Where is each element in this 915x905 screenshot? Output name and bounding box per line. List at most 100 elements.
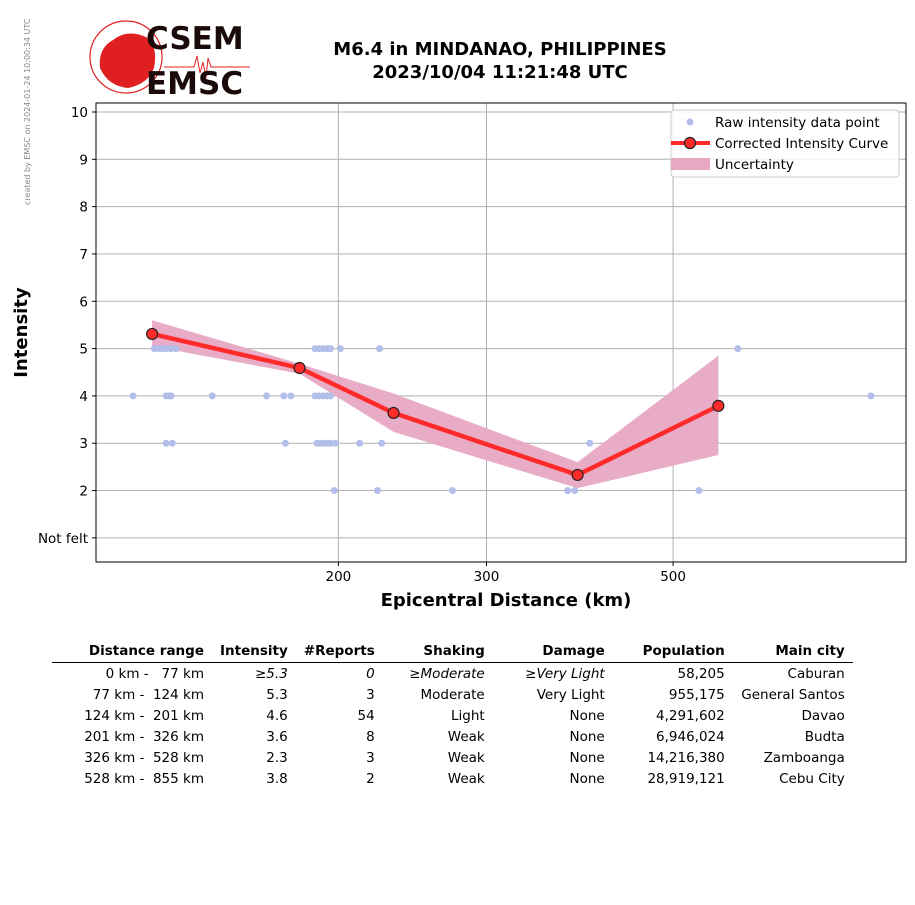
- table-cell: Very Light: [536, 686, 605, 703]
- emsc-logo: CSEM EMSC: [89, 20, 250, 100]
- column-header: #Reports: [295, 640, 383, 663]
- raw-data-point: [586, 439, 594, 447]
- table-cell: None: [569, 749, 605, 766]
- table-row: 201 km - 326 km 3.6 8 Weak None 6,946,024 Budt…: [52, 726, 853, 747]
- table-cell: None: [569, 728, 605, 745]
- legend-label: Corrected Intensity Curve: [715, 136, 888, 152]
- table-cell: 8: [366, 728, 375, 745]
- table-cell: 326 km - 528 km: [84, 749, 204, 766]
- x-tick-label: 300: [474, 569, 500, 585]
- intensity-chart: Not felt 2 3 4 5 6 7 8 9 10 200 300 500 Epicentral Di…: [11, 102, 907, 611]
- legend-label: Uncertainty: [715, 157, 794, 173]
- raw-data-point: [356, 439, 364, 447]
- column-header: Distance range: [52, 640, 212, 663]
- table-cell: Moderate: [420, 686, 485, 703]
- y-tick-label: 5: [79, 342, 88, 358]
- table-cell: None: [569, 770, 605, 787]
- x-tick-label: 200: [326, 569, 352, 585]
- table-cell: Weak: [447, 770, 485, 787]
- legend-band-swatch: [671, 158, 710, 170]
- raw-data-point: [150, 345, 158, 353]
- raw-data-point: [326, 345, 334, 353]
- table-cell: Cebu City: [779, 770, 845, 787]
- table-row: 528 km - 855 km 3.8 2 Weak None 28,919,121 Ceb…: [52, 768, 853, 789]
- table-cell: 28,919,121: [647, 770, 725, 787]
- table-cell: 54: [357, 707, 375, 724]
- svg-text:CSEM: CSEM: [146, 21, 244, 57]
- raw-data-point: [167, 345, 175, 353]
- table-cell: None: [569, 707, 605, 724]
- svg-text:EMSC: EMSC: [146, 66, 243, 100]
- curve-point: [712, 399, 725, 412]
- table-cell: ≥Moderate: [409, 665, 485, 682]
- table-cell: 3: [366, 749, 375, 766]
- europe-map-icon: [99, 33, 156, 88]
- y-axis-label: Intensity: [11, 287, 32, 378]
- chart-title: M6.4 in MINDANAO, PHILIPPINES 2023/10/04…: [300, 38, 700, 84]
- y-tick-label: 3: [79, 436, 88, 452]
- intensity-table: Distance range Intensity #Reports Shaking Da…: [52, 640, 853, 789]
- column-header: Damage: [492, 640, 613, 663]
- column-header: Intensity: [212, 640, 296, 663]
- table-cell: Light: [451, 707, 485, 724]
- raw-data-point: [208, 392, 216, 400]
- raw-data-point: [162, 345, 170, 353]
- raw-data-point: [280, 392, 288, 400]
- legend-label: Raw intensity data point: [715, 115, 880, 131]
- table-cell: Weak: [447, 749, 485, 766]
- plot-frame: [95, 102, 907, 563]
- table-cell: 2: [366, 770, 375, 787]
- title-datetime: 2023/10/04 11:21:48 UTC: [372, 62, 628, 83]
- raw-data-point: [326, 439, 334, 447]
- raw-data-point: [734, 345, 742, 353]
- column-header: Shaking: [382, 640, 493, 663]
- raw-data-point: [695, 487, 703, 495]
- raw-data-point: [867, 392, 875, 400]
- raw-data-point: [336, 345, 344, 353]
- curve-point: [387, 406, 400, 420]
- raw-data-point: [287, 392, 295, 400]
- table-cell: 4,291,602: [656, 707, 725, 724]
- raw-data-point: [331, 439, 339, 447]
- table-cell: 0: [366, 665, 375, 682]
- table-cell: 4.6: [266, 707, 288, 724]
- y-tick-label: Not felt: [38, 531, 88, 547]
- table-cell: ≥Very Light: [525, 665, 605, 682]
- table-cell: 124 km - 201 km: [84, 707, 204, 724]
- y-tick-label: 2: [79, 484, 88, 500]
- legend-raw-marker: [686, 118, 694, 126]
- y-tick-label: 8: [79, 200, 88, 216]
- table-cell: 77 km - 124 km: [92, 686, 204, 703]
- raw-data-point: [168, 439, 176, 447]
- raw-data-point: [263, 392, 271, 400]
- y-tick-label: 9: [79, 152, 88, 168]
- table-cell: 3: [366, 686, 375, 703]
- raw-data-point: [448, 487, 456, 495]
- raw-data-point: [564, 487, 572, 495]
- table-cell: 201 km - 326 km: [84, 728, 204, 745]
- table-cell: Weak: [447, 728, 485, 745]
- title-event: M6.4 in MINDANAO, PHILIPPINES: [333, 39, 667, 60]
- table-cell: 5.3: [266, 686, 288, 703]
- raw-data-point: [378, 439, 386, 447]
- y-tick-label: 10: [71, 105, 88, 121]
- raw-data-point: [129, 392, 137, 400]
- y-tick-label: 6: [79, 294, 88, 310]
- table-cell: Caburan: [787, 665, 845, 682]
- table-cell: ≥5.3: [255, 665, 288, 682]
- legend-curve-marker: [683, 136, 697, 150]
- raw-data-point: [281, 439, 289, 447]
- table-cell: Davao: [801, 707, 845, 724]
- table-row: 326 km - 528 km 2.3 3 Weak None 14,216,380 Zam…: [52, 747, 853, 768]
- raw-data-point: [376, 345, 384, 353]
- x-tick-label: 500: [660, 569, 686, 585]
- curve-point: [146, 327, 159, 341]
- y-tick-label: 7: [79, 247, 88, 263]
- curve-point: [293, 361, 306, 375]
- table-cell: Budta: [804, 728, 845, 745]
- raw-data-point: [326, 392, 334, 400]
- table-cell: 2.3: [266, 749, 288, 766]
- table-cell: 528 km - 855 km: [84, 770, 204, 787]
- curve-point: [571, 468, 584, 482]
- table-cell: 955,175: [668, 686, 725, 703]
